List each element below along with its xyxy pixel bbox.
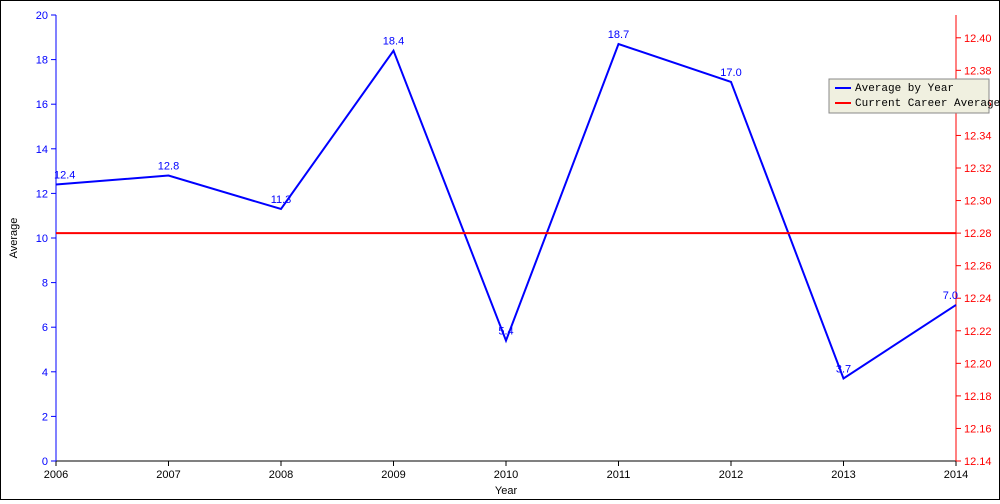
x-tick-label: 2009 (381, 469, 405, 481)
legend-label: Average by Year (855, 83, 954, 95)
x-tick-label: 2007 (156, 469, 180, 481)
x-tick-label: 2008 (269, 469, 293, 481)
y-left-tick-label: 0 (42, 456, 48, 468)
y-right-tick-label: 12.34 (964, 130, 992, 142)
y-right-tick-label: 12.26 (964, 261, 992, 273)
data-point-label: 12.8 (158, 161, 179, 173)
y-right-tick-label: 12.24 (964, 293, 992, 305)
data-point-label: 18.4 (383, 36, 404, 48)
y-right-tick-label: 12.30 (964, 196, 992, 208)
y-right-tick-label: 12.22 (964, 326, 992, 338)
y-left-tick-label: 2 (42, 411, 48, 423)
data-point-label: 3.7 (836, 363, 851, 375)
y-left-tick-label: 18 (36, 55, 48, 67)
y-axis-left-title: Average (8, 218, 20, 259)
y-right-tick-label: 12.28 (964, 228, 992, 240)
y-left-tick-label: 8 (42, 278, 48, 290)
data-point-label: 11.3 (271, 194, 292, 206)
x-tick-label: 2011 (607, 469, 631, 481)
x-tick-label: 2014 (944, 469, 968, 481)
y-left-tick-label: 16 (36, 99, 48, 111)
data-point-label: 7.0 (943, 290, 958, 302)
x-tick-label: 2010 (494, 469, 518, 481)
y-right-tick-label: 12.32 (964, 163, 992, 175)
y-right-tick-label: 12.18 (964, 391, 992, 403)
y-left-tick-label: 10 (36, 233, 48, 245)
x-tick-label: 2012 (719, 469, 743, 481)
data-point-label: 18.7 (608, 29, 629, 41)
chart-svg: 200620072008200920102011201220132014Year… (1, 1, 999, 499)
y-left-tick-label: 6 (42, 322, 48, 334)
y-left-tick-label: 14 (36, 144, 48, 156)
legend-label: Current Career Average (855, 98, 999, 110)
y-right-tick-label: 12.16 (964, 423, 992, 435)
data-point-label: 12.4 (54, 169, 75, 181)
y-left-tick-label: 12 (36, 188, 48, 200)
data-point-label: 5.4 (498, 326, 513, 338)
y-right-tick-label: 12.40 (964, 33, 992, 45)
y-right-tick-label: 12.38 (964, 65, 992, 77)
x-axis-title: Year (495, 485, 518, 497)
dual-axis-line-chart: 200620072008200920102011201220132014Year… (0, 0, 1000, 500)
x-tick-label: 2006 (44, 469, 68, 481)
y-right-tick-label: 12.20 (964, 358, 992, 370)
data-point-label: 17.0 (720, 67, 741, 79)
y-left-tick-label: 20 (36, 10, 48, 22)
y-left-tick-label: 4 (42, 367, 48, 379)
y-right-tick-label: 12.14 (964, 456, 992, 468)
x-tick-label: 2013 (831, 469, 855, 481)
